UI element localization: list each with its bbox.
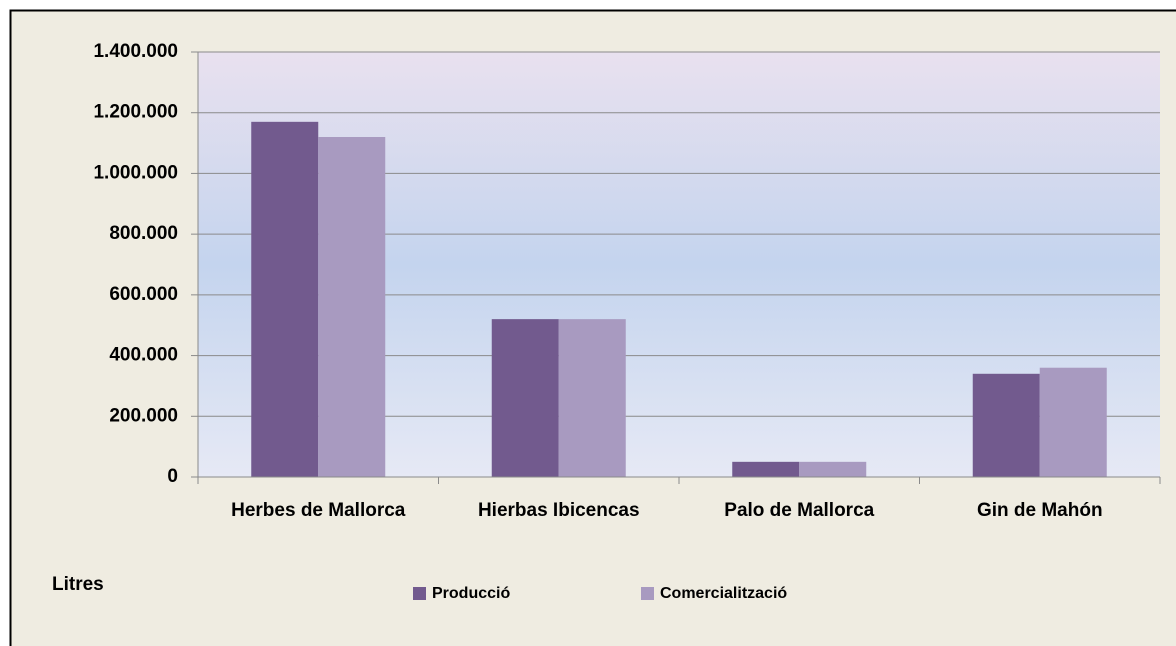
bar (318, 137, 386, 477)
bar (799, 461, 867, 477)
bar (972, 373, 1040, 477)
x-tick-label: Herbes de Mallorca (231, 500, 406, 521)
y-tick-label: 1.000.000 (93, 162, 178, 183)
legend-label: Comercialització (660, 585, 787, 602)
x-tick-label: Palo de Mallorca (724, 500, 874, 521)
y-tick-label: 800.000 (109, 223, 178, 244)
x-tick-label: Gin de Mahón (977, 500, 1103, 521)
bar (732, 461, 800, 477)
y-tick-label: 600.000 (109, 284, 178, 305)
y-tick-label: 1.200.000 (93, 102, 178, 123)
legend-label: Producció (432, 585, 510, 602)
bar (251, 121, 319, 478)
y-tick-label: 400.000 (109, 345, 178, 366)
y-tick-label: 200.000 (109, 405, 178, 426)
bar (491, 319, 559, 477)
x-tick-label: Hierbas Ibicencas (478, 500, 640, 521)
bar (1039, 367, 1107, 477)
y-tick-label: 0 (167, 466, 178, 487)
legend-swatch (641, 587, 654, 600)
legend-swatch (413, 587, 426, 600)
bar (558, 319, 626, 477)
y-tick-label: 1.400.000 (93, 41, 178, 62)
y-axis-label: Litres (52, 574, 104, 595)
